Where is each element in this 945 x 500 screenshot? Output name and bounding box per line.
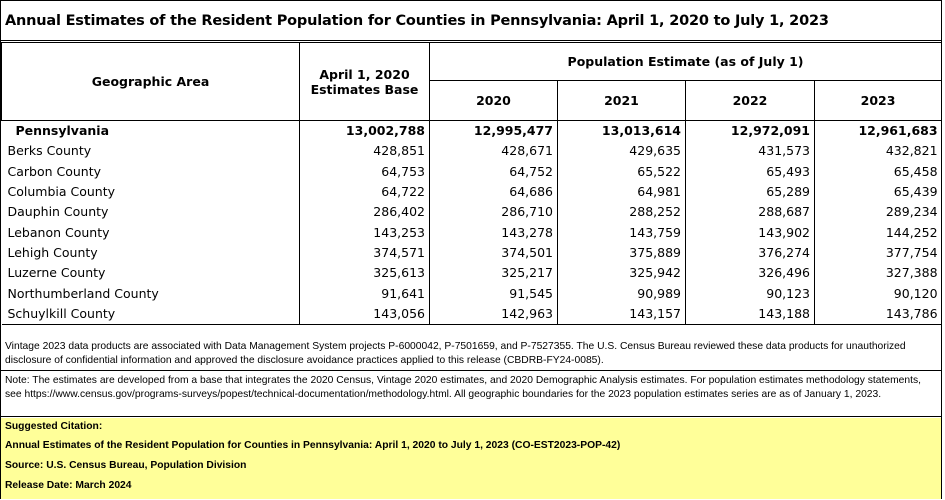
area-cell: Schuylkill County [1, 303, 300, 325]
area-cell: Berks County [7, 143, 92, 159]
table-row: Carbon County 64,753 64,752 65,522 65,49… [2, 161, 942, 182]
table-row: Luzerne County 325,613 325,217 325,942 3… [2, 263, 942, 284]
y2022-cell: 376,274 [685, 242, 815, 264]
estimates-base-header: April 1, 2020 Estimates Base [299, 42, 430, 121]
citation-source: Source: U.S. Census Bureau, Population D… [5, 460, 247, 471]
y2020-cell: 325,217 [429, 263, 558, 284]
y2023-cell: 65,439 [813, 181, 942, 203]
y2020-cell: 374,501 [429, 242, 558, 264]
y2022-cell: 90,123 [685, 283, 815, 304]
y2021-cell: 288,252 [557, 202, 686, 223]
y2020-cell: 64,686 [429, 181, 558, 203]
y2021-cell: 90,989 [557, 283, 686, 304]
area-cell: Lehigh County [7, 244, 98, 260]
population-table: Geographic Area April 1, 2020 Estimates … [1, 42, 943, 325]
y2021-cell: 13,013,614 [557, 120, 686, 142]
population-estimate-header: Population Estimate (as of July 1) [428, 42, 943, 81]
y2020-cell: 428,671 [429, 141, 558, 162]
vintage-note: Vintage 2023 data products are associate… [1, 337, 941, 371]
base-cell: 64,722 [299, 181, 430, 203]
y2022-cell: 12,972,091 [685, 120, 815, 142]
year-header-2021: 2021 [557, 80, 686, 121]
y2020-cell: 286,710 [429, 202, 558, 223]
methodology-note: Note: The estimates are developed from a… [1, 372, 941, 417]
y2021-cell: 375,889 [557, 242, 686, 264]
table-row: Lehigh County 374,571 374,501 375,889 37… [2, 242, 942, 264]
y2020-cell: 64,752 [429, 161, 558, 182]
y2020-cell: 12,995,477 [429, 120, 558, 142]
area-cell: Luzerne County [7, 265, 106, 281]
y2021-cell: 143,759 [557, 222, 686, 243]
table-row-state: Pennsylvania 13,002,788 12,995,477 13,01… [2, 120, 942, 142]
table-row: Dauphin County 286,402 286,710 288,252 2… [2, 202, 942, 223]
area-cell: Lebanon County [7, 224, 110, 240]
base-cell: 374,571 [299, 242, 430, 264]
base-cell: 91,641 [299, 283, 430, 304]
y2020-cell: 91,545 [429, 283, 558, 304]
y2022-cell: 326,496 [685, 263, 815, 284]
area-cell: Carbon County [7, 163, 102, 179]
y2020-cell: 142,963 [429, 303, 558, 325]
base-cell: 286,402 [299, 202, 430, 223]
table-row: Lebanon County 143,253 143,278 143,759 1… [2, 222, 942, 243]
suggested-citation: Suggested Citation: Annual Estimates of … [1, 418, 941, 499]
y2022-cell: 143,902 [685, 222, 815, 243]
citation-release-date: Release Date: March 2024 [5, 480, 132, 491]
y2021-cell: 143,157 [557, 303, 686, 325]
estimates-base-line1: April 1, 2020 [319, 66, 410, 82]
base-cell: 13,002,788 [299, 120, 430, 142]
citation-title: Annual Estimates of the Resident Populat… [5, 440, 621, 451]
year-header-2022: 2022 [685, 80, 815, 121]
area-cell: Pennsylvania [15, 123, 110, 139]
y2023-cell: 65,458 [813, 161, 942, 182]
y2023-cell: 12,961,683 [813, 120, 942, 142]
y2021-cell: 325,942 [557, 263, 686, 284]
y2022-cell: 65,289 [685, 181, 815, 203]
base-cell: 64,753 [299, 161, 430, 182]
table-row: Columbia County 64,722 64,686 64,981 65,… [2, 181, 942, 203]
base-cell: 325,613 [299, 263, 430, 284]
y2022-cell: 65,493 [685, 161, 815, 182]
y2021-cell: 429,635 [557, 141, 686, 162]
table-row: Schuylkill County 143,056 142,963 143,15… [1, 303, 942, 325]
y2022-cell: 288,687 [685, 202, 815, 223]
y2023-cell: 143,786 [813, 303, 942, 325]
citation-heading: Suggested Citation: [5, 421, 103, 432]
estimates-base-line2: Estimates Base [310, 81, 419, 97]
table-row: Berks County 428,851 428,671 429,635 431… [2, 141, 942, 162]
table-title: Annual Estimates of the Resident Populat… [1, 1, 941, 41]
year-header-2020: 2020 [429, 80, 558, 121]
base-cell: 428,851 [299, 141, 430, 162]
y2020-cell: 143,278 [429, 222, 558, 243]
year-header-2023: 2023 [813, 80, 943, 121]
area-cell: Dauphin County [7, 204, 109, 220]
y2022-cell: 143,188 [685, 303, 815, 325]
base-cell: 143,253 [299, 222, 430, 243]
base-cell: 143,056 [299, 303, 430, 325]
y2023-cell: 90,120 [813, 283, 942, 304]
y2023-cell: 432,821 [813, 141, 942, 162]
y2021-cell: 65,522 [557, 161, 686, 182]
y2023-cell: 289,234 [813, 202, 942, 223]
y2022-cell: 431,573 [685, 141, 815, 162]
table-row: Northumberland County 91,641 91,545 90,9… [2, 283, 942, 304]
y2021-cell: 64,981 [557, 181, 686, 203]
area-cell: Columbia County [7, 184, 116, 200]
y2023-cell: 144,252 [813, 222, 942, 243]
y2023-cell: 327,388 [813, 263, 942, 284]
y2023-cell: 377,754 [813, 242, 942, 264]
geographic-area-header: Geographic Area [1, 42, 300, 121]
area-cell: Northumberland County [7, 285, 159, 301]
